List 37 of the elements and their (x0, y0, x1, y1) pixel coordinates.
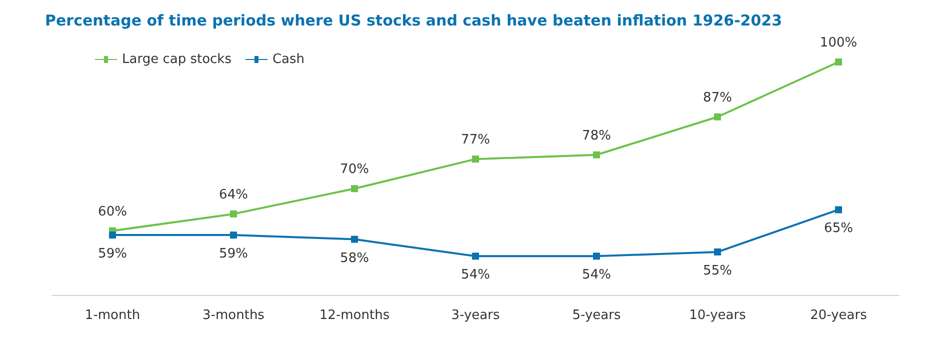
data-label: 54% (582, 268, 611, 283)
data-label: 100% (820, 36, 858, 50)
legend-label: Cash (272, 52, 305, 67)
x-tick-label: 20-years (810, 308, 868, 323)
data-label: 59% (98, 246, 127, 262)
point (230, 210, 237, 218)
point (714, 248, 721, 256)
point (835, 206, 842, 214)
point (109, 232, 116, 239)
point (835, 58, 842, 66)
data-label: 77% (461, 132, 490, 148)
data-label: 60% (98, 204, 127, 220)
data-label: 58% (340, 250, 369, 266)
point (593, 151, 600, 158)
data-label: 64% (219, 187, 248, 202)
x-tick-label: 10-years (689, 308, 746, 323)
data-label: 55% (703, 263, 732, 278)
data-label: 54% (461, 268, 490, 283)
data-label: 87% (703, 90, 732, 106)
data-label: 65% (824, 221, 853, 236)
chart-title: Percentage of time periods where US stocks and cash have beaten inflation 1926-2023 (45, 12, 782, 30)
x-tick-label: 3-years (451, 308, 500, 323)
point (351, 185, 358, 192)
data-label: 59% (219, 246, 248, 262)
x-tick-label: 3-months (202, 308, 265, 323)
legend-label: Large cap stocks (122, 52, 232, 67)
data-label: 78% (582, 128, 611, 144)
x-tick-label: 12-months (319, 308, 390, 323)
point (472, 156, 479, 163)
point (351, 236, 358, 243)
point (230, 232, 237, 239)
x-tick-label: 1-month (84, 308, 140, 323)
point (472, 252, 479, 260)
x-tick-label: 5-years (572, 308, 621, 323)
point (714, 113, 721, 120)
data-label: 70% (340, 162, 369, 178)
point (593, 252, 600, 260)
